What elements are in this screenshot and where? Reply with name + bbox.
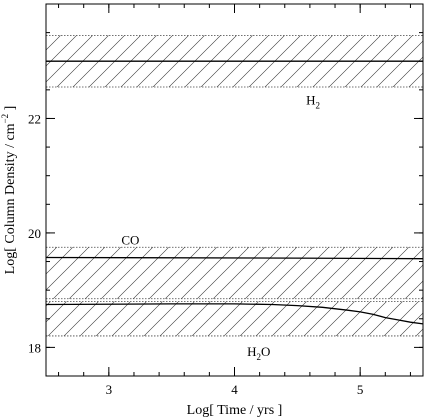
band-label-h2: H2 (306, 93, 320, 111)
bands-layer (46, 35, 423, 337)
x-tick-label: 3 (106, 382, 113, 397)
x-axis-label: Log[ Time / yrs ] (187, 403, 283, 418)
y-axis-label-main: Log[ Column Density / cm (3, 123, 18, 274)
x-tick-label: 4 (231, 382, 238, 397)
y-axis-label-sup: −2 (0, 114, 10, 124)
x-tick-label: 5 (357, 382, 364, 397)
y-tick-label: 18 (28, 340, 41, 355)
series-line-h2o (45, 303, 424, 325)
series-layer (45, 60, 424, 325)
series-line-co (45, 256, 424, 260)
band-co (46, 247, 423, 299)
y-axis-label: Log[ Column Density / cm−2 ] (0, 106, 18, 275)
y-tick-label: 22 (28, 111, 41, 126)
band-label-h2o: H2O (247, 344, 270, 362)
y-axis-label-end: ] (3, 106, 18, 114)
ticks-layer (46, 3, 423, 377)
band-label-co: CO (121, 232, 139, 247)
labels-layer: 3 4 5 18 20 22 H2 CO H2O (28, 93, 363, 397)
y-tick-label: 20 (28, 226, 41, 241)
band-h2o (46, 301, 423, 336)
